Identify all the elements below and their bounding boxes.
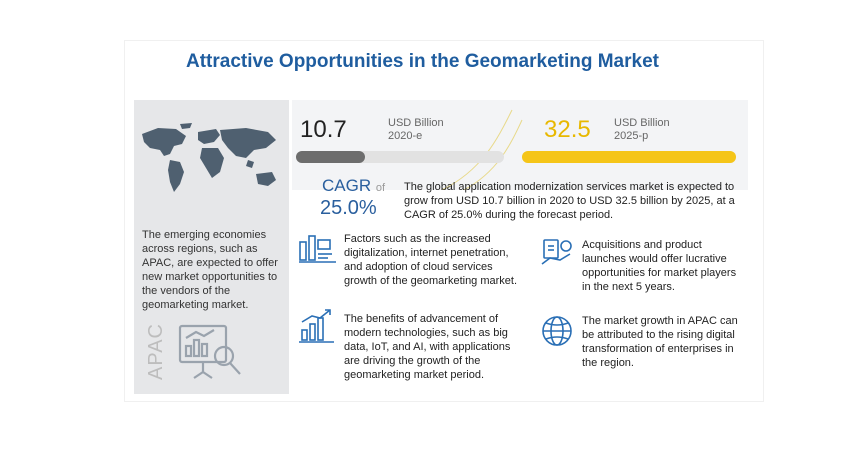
start-bar-fill xyxy=(296,151,365,163)
start-year: 2020-e xyxy=(388,130,423,142)
stats-panel xyxy=(292,100,748,190)
cagr-value: 25.0% xyxy=(320,197,377,219)
world-map-icon xyxy=(142,123,276,192)
start-value: 10.7 xyxy=(300,116,347,143)
analysis-board-icon xyxy=(178,324,241,379)
end-unit: USD Billion xyxy=(614,117,670,129)
technology-growth-icon xyxy=(299,309,334,343)
left-panel-text: The emerging economies across regions, s… xyxy=(142,229,278,311)
region-label: APAC xyxy=(144,323,167,380)
cagr-of-text: of xyxy=(375,182,386,194)
cagr-label: CAGR of xyxy=(322,176,385,196)
bullet-text: Factors such as the increased digitaliza… xyxy=(344,233,518,287)
left-panel: The emerging economies across regions, s… xyxy=(134,100,289,394)
digitalization-icon xyxy=(299,235,336,263)
acquisition-icon xyxy=(541,239,572,265)
page-title: Attractive Opportunities in the Geomarke… xyxy=(186,51,659,72)
cagr-label-text: CAGR xyxy=(322,176,372,195)
bullet-text: Acquisitions and product launches would … xyxy=(582,239,737,293)
market-summary: The global application modernization ser… xyxy=(404,181,735,221)
end-bar-fill xyxy=(522,151,736,163)
bullet-text: The benefits of advancement of modern te… xyxy=(344,313,511,381)
globe-icon xyxy=(542,316,572,346)
bullet-text: The market growth in APAC can be attribu… xyxy=(582,315,738,369)
end-value: 32.5 xyxy=(544,116,591,143)
end-year: 2025-p xyxy=(614,130,649,142)
infographic-frame xyxy=(124,40,764,402)
start-unit: USD Billion xyxy=(388,117,444,129)
